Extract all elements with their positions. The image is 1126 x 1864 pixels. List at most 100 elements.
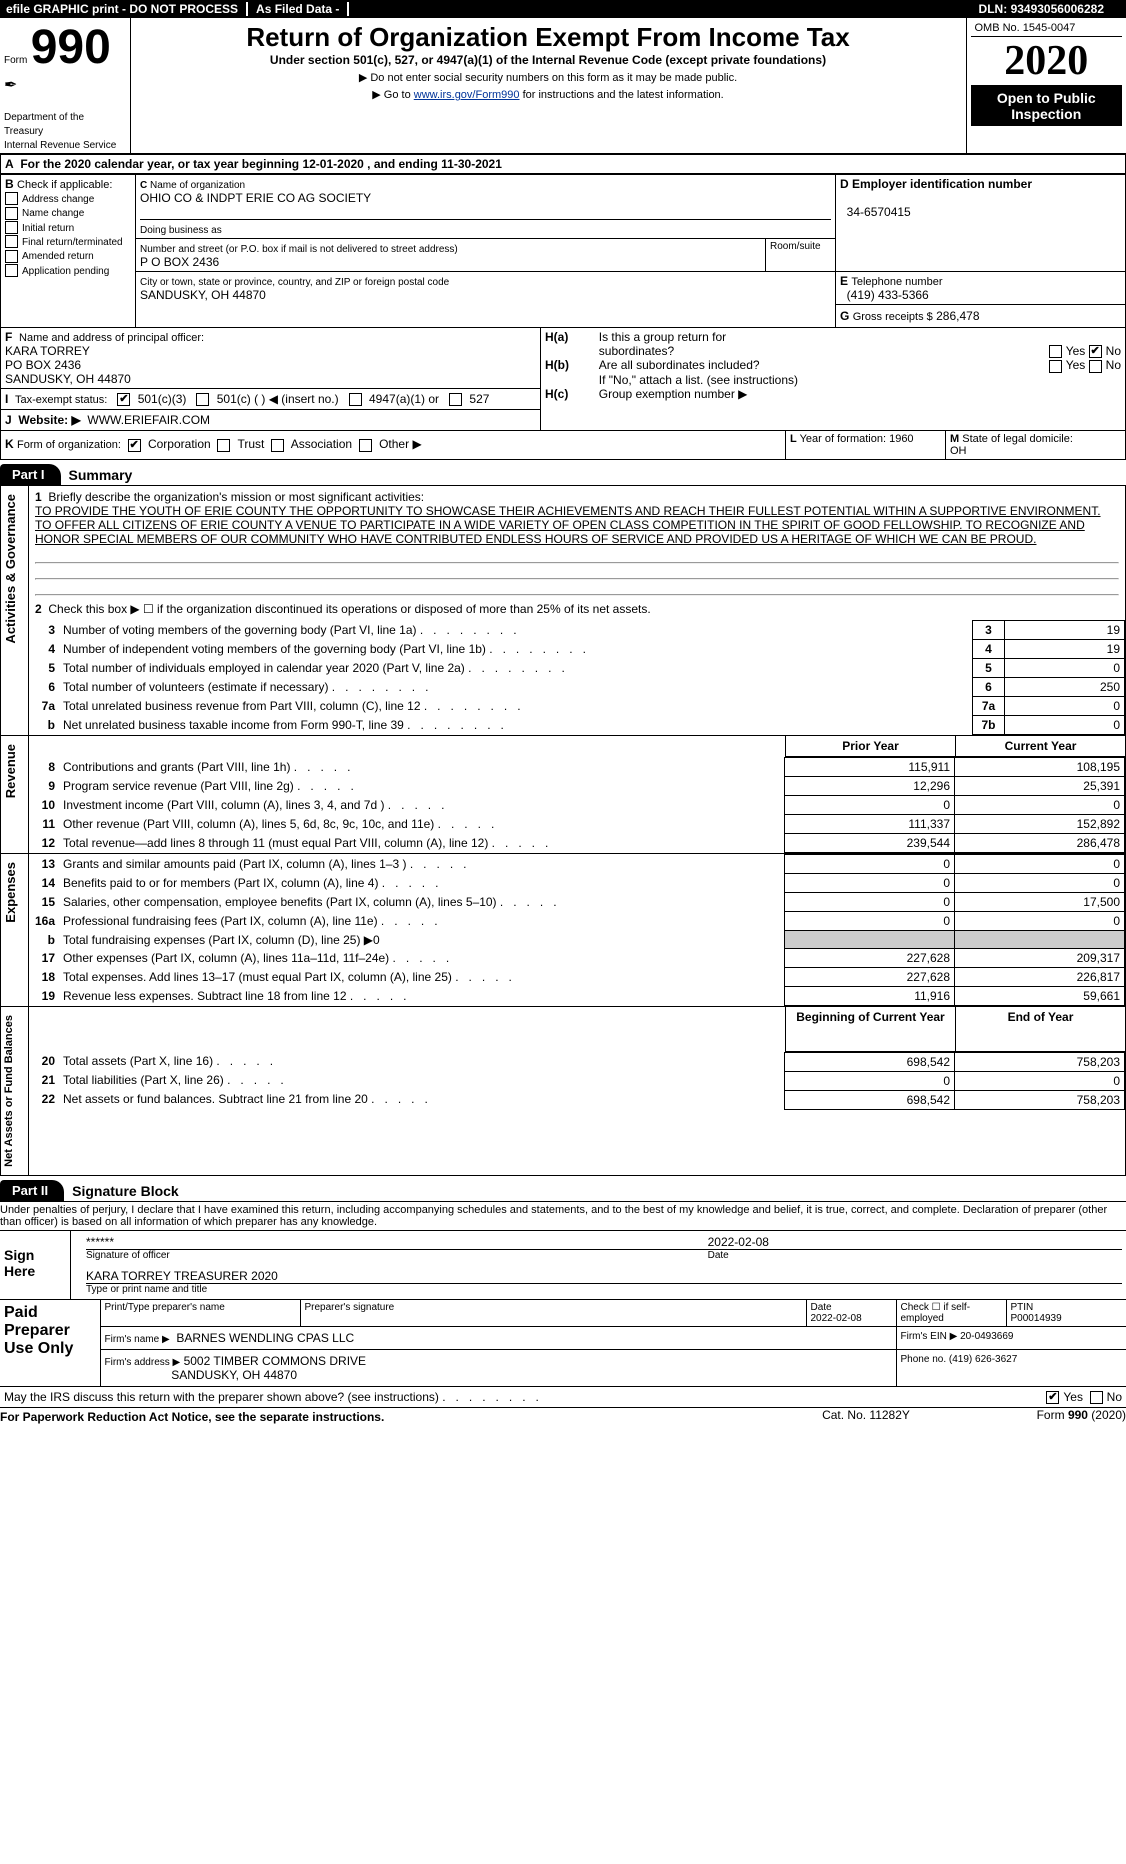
part2-header: Part II Signature Block <box>0 1180 1126 1201</box>
mission-label: Briefly describe the organization's miss… <box>48 490 424 504</box>
initial-return-checkbox[interactable] <box>5 221 18 234</box>
assoc-label: Association <box>291 437 352 451</box>
part2-title: Signature Block <box>72 1183 179 1199</box>
room-suite-label: Room/suite <box>766 239 836 272</box>
revenue-label: Revenue <box>1 736 20 806</box>
asfiled-label: As Filed Data - <box>256 2 349 16</box>
trust-checkbox[interactable] <box>217 439 230 452</box>
part1-header: Part I Summary <box>0 464 1126 485</box>
officer-addr2: SANDUSKY, OH 44870 <box>5 372 131 386</box>
phone-value: (419) 433-5366 <box>847 288 929 302</box>
address-change-checkbox[interactable] <box>5 192 18 205</box>
officer-group-block: F Name and address of principal officer:… <box>0 328 1126 431</box>
ha-yes-checkbox[interactable] <box>1049 345 1062 358</box>
self-employed-check: Check ☐ if self-employed <box>896 1300 1006 1327</box>
527-checkbox[interactable] <box>449 393 462 406</box>
activities-gov-label: Activities & Governance <box>1 486 20 652</box>
initial-return-label: Initial return <box>22 223 74 234</box>
discuss-question: May the IRS discuss this return with the… <box>4 1390 439 1404</box>
amended-return-label: Amended return <box>22 251 94 262</box>
hb-yes-checkbox[interactable] <box>1049 360 1062 373</box>
firm-addr1: 5002 TIMBER COMMONS DRIVE <box>184 1354 366 1368</box>
app-pending-checkbox[interactable] <box>5 264 18 277</box>
firm-name-value: BARNES WENDLING CPAS LLC <box>176 1331 354 1345</box>
tax-status-label: Tax-exempt status: <box>15 394 107 406</box>
city-value: SANDUSKY, OH 44870 <box>140 288 266 302</box>
org-name: OHIO CO & INDPT ERIE CO AG SOCIETY <box>140 191 371 205</box>
discuss-yes-checkbox[interactable]: ✔ <box>1046 1391 1059 1404</box>
gross-receipts-label: Gross receipts $ <box>853 311 933 323</box>
signature-date: 2022-02-08 <box>708 1235 1122 1250</box>
top-status-bar: efile GRAPHIC print - DO NOT PROCESS As … <box>0 0 1126 18</box>
officer-name: KARA TORREY <box>5 344 90 358</box>
ein-label: Employer identification number <box>852 177 1032 191</box>
officer-typed-name: KARA TORREY TREASURER 2020 <box>86 1269 1122 1284</box>
open-public-badge: Open to Public Inspection <box>971 86 1123 126</box>
check-applicable-label: Check if applicable: <box>17 179 112 191</box>
527-label: 527 <box>469 392 489 406</box>
other-label: Other ▶ <box>379 437 422 451</box>
street-value: P O BOX 2436 <box>140 255 219 269</box>
form-title: Return of Organization Exempt From Incom… <box>139 22 958 53</box>
address-change-label: Address change <box>22 194 94 205</box>
officer-signature: ****** <box>86 1235 708 1250</box>
officer-addr1: PO BOX 2436 <box>5 358 81 372</box>
dln-value: 93493056006282 <box>1011 2 1104 16</box>
ha-label: Is this a group return for <box>599 330 959 344</box>
beginning-year-header: Beginning of Current Year <box>786 1007 956 1051</box>
paid-preparer-block: Paid Preparer Use Only Print/Type prepar… <box>0 1300 1126 1387</box>
501c-checkbox[interactable] <box>196 393 209 406</box>
other-checkbox[interactable] <box>359 439 372 452</box>
irs-link[interactable]: www.irs.gov/Form990 <box>414 89 520 101</box>
501c3-checkbox[interactable]: ✔ <box>117 393 130 406</box>
firm-name-label: Firm's name ▶ <box>105 1334 170 1345</box>
street-label: Number and street (or P.O. box if mail i… <box>140 244 458 255</box>
sign-here-block: Sign Here ****** 2022-02-08 Signature of… <box>0 1230 1126 1300</box>
ha-no-checkbox[interactable]: ✔ <box>1089 345 1102 358</box>
firm-phone-value: (419) 626-3627 <box>949 1354 1017 1365</box>
corp-checkbox[interactable]: ✔ <box>128 439 141 452</box>
dln-cell: DLN: 93493056006282 <box>979 2 1112 16</box>
hb-note: If "No," attach a list. (see instruction… <box>599 373 1121 387</box>
assoc-checkbox[interactable] <box>271 439 284 452</box>
domicile-value: OH <box>950 445 967 457</box>
paid-preparer-label: Paid Preparer Use Only <box>0 1300 100 1387</box>
form-org-label: Form of organization: <box>17 439 121 451</box>
hc-label: Group exemption number ▶ <box>599 387 1121 401</box>
501c-insert: 501(c) ( ) ◀ (insert no.) <box>217 392 339 406</box>
perjury-declaration: Under penalties of perjury, I declare th… <box>0 1201 1126 1230</box>
end-year-header: End of Year <box>956 1007 1126 1051</box>
trust-label: Trust <box>237 437 264 451</box>
firm-ein-value: 20-0493669 <box>960 1331 1013 1342</box>
form-subtitle: Under section 501(c), 527, or 4947(a)(1)… <box>139 53 958 67</box>
form-header: Form 990 ✒ Department of the Treasury In… <box>0 18 1126 154</box>
phone-label: Telephone number <box>851 276 942 288</box>
part1-tab: Part I <box>0 464 61 485</box>
gross-receipts-value: 286,478 <box>936 309 979 323</box>
mission-text: TO PROVIDE THE YOUTH OF ERIE COUNTY THE … <box>35 504 1101 546</box>
year-formation-label: Year of formation: <box>800 433 886 445</box>
prep-name-label: Print/Type preparer's name <box>100 1300 300 1327</box>
hb-no-checkbox[interactable] <box>1089 360 1102 373</box>
cat-number: Cat. No. 11282Y <box>766 1408 966 1426</box>
prep-date-value: 2022-02-08 <box>811 1313 862 1324</box>
section-A: A For the 2020 calendar year, or tax yea… <box>0 154 1126 174</box>
expenses-label: Expenses <box>1 854 20 931</box>
4947-checkbox[interactable] <box>349 393 362 406</box>
name-change-checkbox[interactable] <box>5 207 18 220</box>
discuss-no-checkbox[interactable] <box>1090 1391 1103 1404</box>
ssn-warning: ▶ Do not enter social security numbers o… <box>139 71 958 84</box>
amended-return-checkbox[interactable] <box>5 250 18 263</box>
app-pending-label: Application pending <box>22 266 109 277</box>
firm-addr-label: Firm's address ▶ <box>105 1357 181 1368</box>
prep-date-label: Date <box>811 1302 832 1313</box>
officer-label: Name and address of principal officer: <box>19 332 204 344</box>
firm-ein-label: Firm's EIN ▶ <box>901 1331 958 1342</box>
discuss-row: May the IRS discuss this return with the… <box>0 1387 1126 1408</box>
final-return-checkbox[interactable] <box>5 235 18 248</box>
form-number: 990 <box>31 21 111 74</box>
year-formation-value: 1960 <box>889 433 913 445</box>
goto-pre: ▶ Go to <box>372 89 413 101</box>
city-label: City or town, state or province, country… <box>140 277 449 288</box>
omb-number: OMB No. 1545-0047 <box>971 20 1123 37</box>
